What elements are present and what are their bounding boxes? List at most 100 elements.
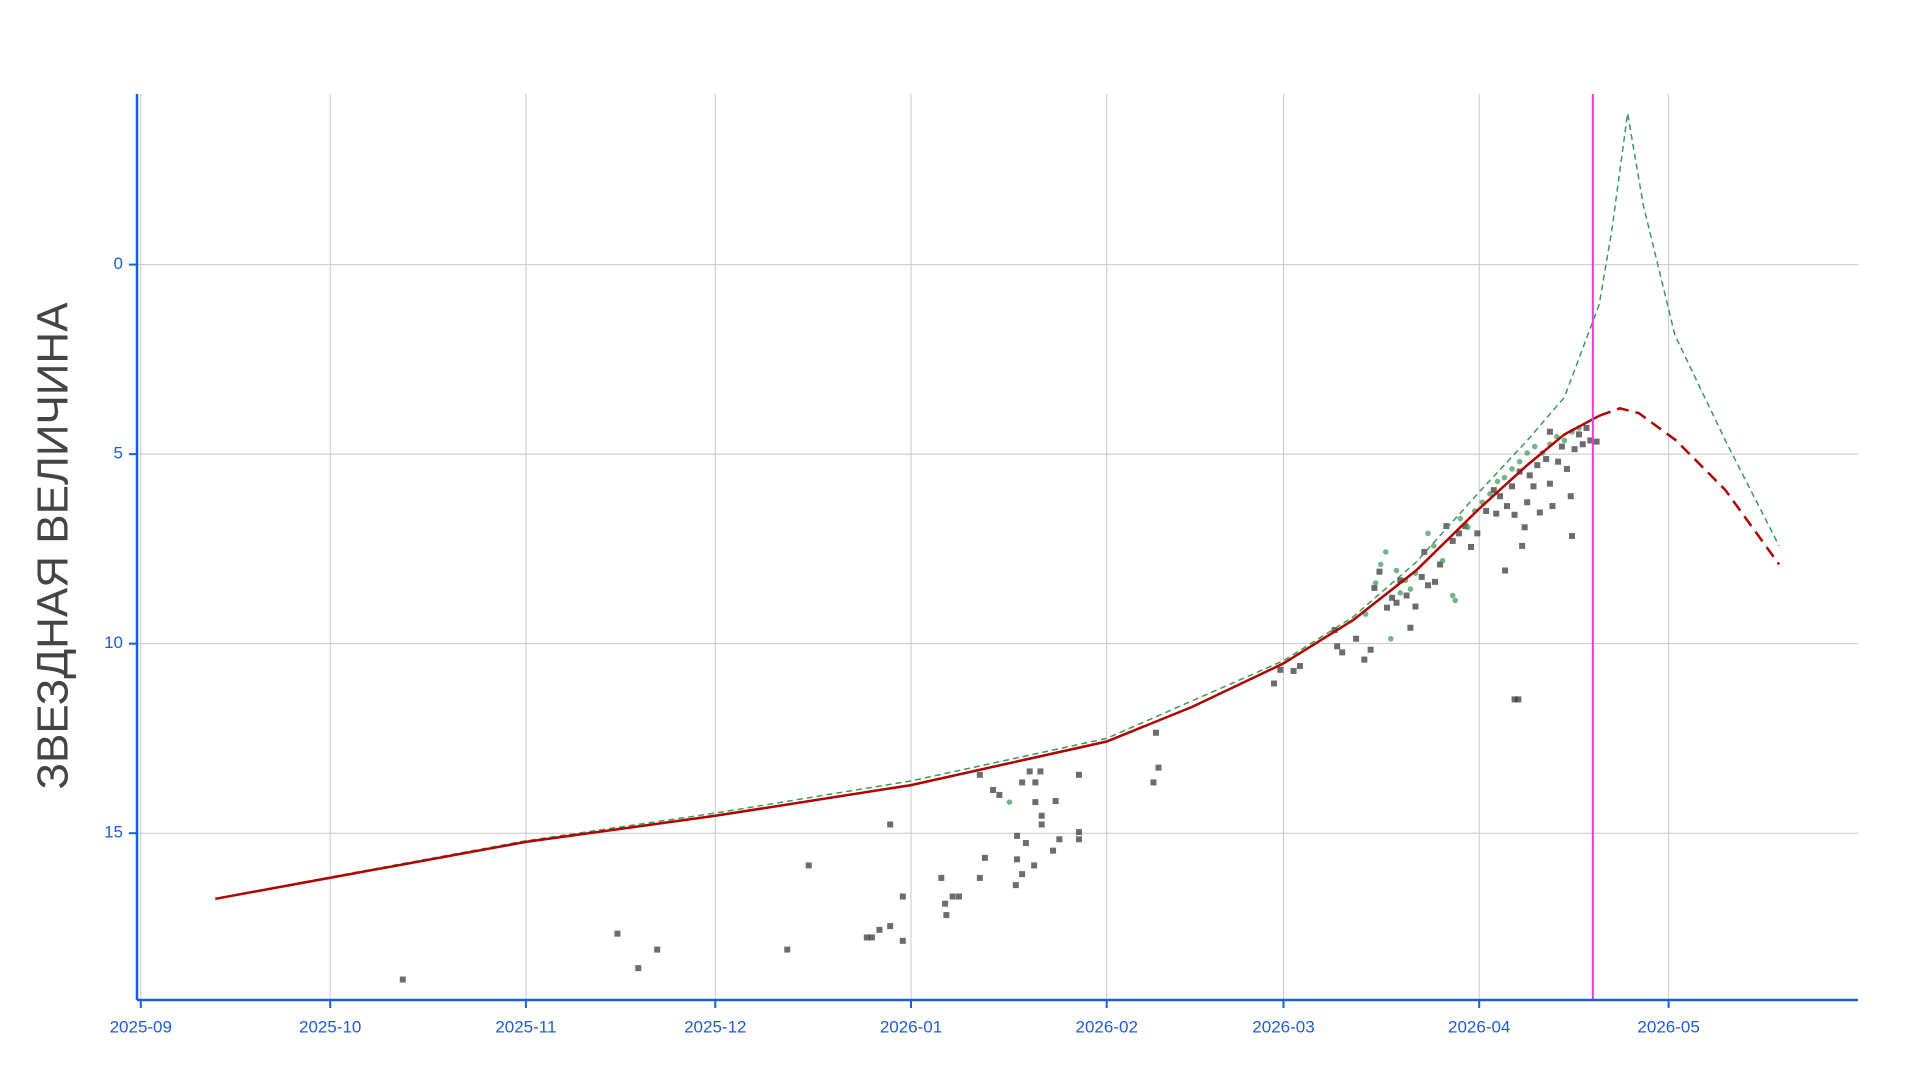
x-tick-label: 2026-02 xyxy=(1076,1017,1138,1036)
data-point xyxy=(1503,503,1510,510)
data-point xyxy=(1437,561,1444,568)
data-point xyxy=(1331,627,1338,634)
data-point xyxy=(1271,680,1278,687)
data-point xyxy=(1296,663,1303,670)
data-point xyxy=(1563,465,1570,472)
data-point xyxy=(1031,862,1038,869)
data-point xyxy=(899,937,906,944)
y-tick-label: 10 xyxy=(104,633,123,652)
data-point xyxy=(1155,764,1162,771)
data-point xyxy=(1403,592,1410,599)
data-point xyxy=(1372,580,1379,586)
data-point xyxy=(1432,578,1439,585)
data-point xyxy=(942,900,949,907)
data-point xyxy=(1012,882,1019,889)
data-point xyxy=(1443,523,1450,530)
data-point xyxy=(1377,561,1384,568)
data-point xyxy=(1536,509,1543,516)
data-point xyxy=(1075,771,1082,778)
data-point xyxy=(1052,797,1059,804)
data-point xyxy=(990,786,997,793)
data-point xyxy=(1384,604,1391,611)
data-point xyxy=(1389,594,1396,601)
data-point xyxy=(1393,567,1400,574)
data-point xyxy=(1534,462,1541,469)
x-tick-label: 2025-11 xyxy=(495,1017,556,1036)
data-point xyxy=(805,862,812,869)
data-point xyxy=(1339,649,1346,656)
data-point xyxy=(1497,493,1504,500)
data-point xyxy=(1583,424,1590,431)
data-point xyxy=(1519,542,1526,549)
data-point xyxy=(1150,779,1157,786)
data-point xyxy=(1569,533,1576,540)
data-point xyxy=(899,893,906,900)
data-point xyxy=(1032,799,1039,806)
data-point xyxy=(1014,832,1021,839)
data-point xyxy=(1334,643,1341,650)
data-point xyxy=(1567,493,1574,500)
data-point xyxy=(1502,567,1509,574)
data-point xyxy=(1290,667,1297,674)
data-point xyxy=(1561,437,1568,444)
x-tick-label: 2025-09 xyxy=(110,1017,172,1036)
data-point xyxy=(1032,779,1039,786)
data-point xyxy=(1388,635,1394,642)
data-point xyxy=(1371,584,1378,591)
data-point xyxy=(1056,836,1063,843)
data-point xyxy=(1524,450,1530,456)
data-point xyxy=(1382,549,1389,555)
data-point xyxy=(976,771,983,778)
data-point xyxy=(1006,799,1013,805)
data-point xyxy=(1516,458,1523,465)
data-point xyxy=(1407,624,1414,631)
x-tick-label: 2025-12 xyxy=(684,1017,746,1036)
data-point xyxy=(1509,483,1516,490)
data-point xyxy=(1019,871,1026,878)
data-point xyxy=(1531,443,1538,450)
data-point xyxy=(1277,666,1284,673)
data-point xyxy=(1493,510,1500,517)
x-tick-label: 2026-05 xyxy=(1637,1017,1699,1036)
data-point xyxy=(1456,530,1463,537)
data-point xyxy=(938,874,945,881)
data-point xyxy=(1075,836,1082,843)
y-tick-label: 5 xyxy=(114,444,123,463)
data-point xyxy=(1501,474,1508,481)
data-point xyxy=(1546,480,1553,487)
data-point xyxy=(1509,466,1515,472)
data-point xyxy=(887,821,894,828)
curve xyxy=(215,414,1600,901)
data-point xyxy=(955,893,962,900)
data-point xyxy=(1490,487,1497,494)
data-point xyxy=(996,791,1003,798)
data-point xyxy=(1457,515,1464,522)
data-point xyxy=(1571,446,1578,453)
data-point xyxy=(1521,524,1528,531)
data-point xyxy=(887,923,894,930)
data-point xyxy=(1361,656,1368,663)
data-point xyxy=(1465,524,1471,531)
data-point xyxy=(868,934,875,941)
data-point xyxy=(1425,530,1431,537)
data-point xyxy=(1019,779,1026,786)
data-point xyxy=(1526,472,1533,479)
data-point xyxy=(1558,443,1565,450)
data-point xyxy=(1353,635,1360,642)
data-point xyxy=(1376,568,1383,575)
data-point xyxy=(635,965,642,972)
y-axis-label: ЗВЕЗДНАЯ ВЕЛИЧИНА xyxy=(29,302,78,790)
data-point xyxy=(1397,590,1404,596)
curve xyxy=(215,113,1780,900)
data-point xyxy=(981,854,988,861)
data-point xyxy=(1555,458,1562,465)
data-point xyxy=(1439,557,1446,564)
data-point xyxy=(1038,812,1045,819)
data-point xyxy=(614,930,621,937)
data-point xyxy=(1483,507,1490,514)
x-tick-label: 2026-04 xyxy=(1448,1017,1510,1036)
data-point xyxy=(399,976,406,983)
data-point xyxy=(1511,696,1518,703)
data-point xyxy=(1014,856,1021,863)
